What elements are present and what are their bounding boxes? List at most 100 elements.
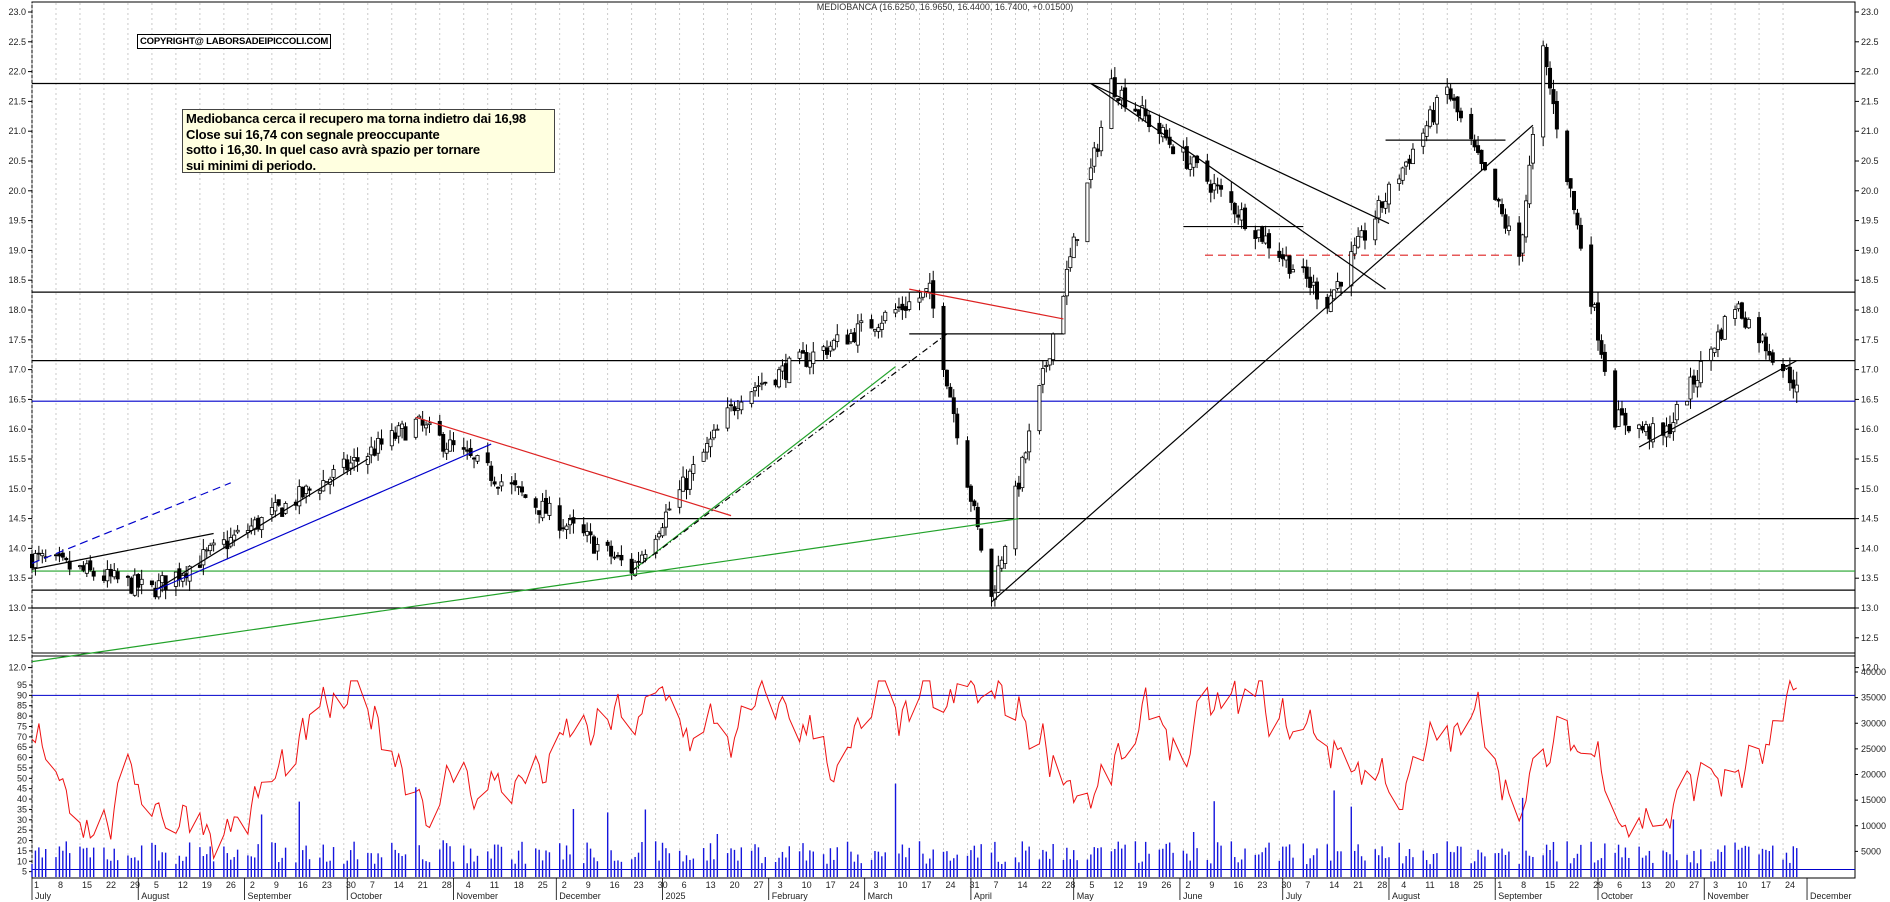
candle-body bbox=[975, 506, 980, 528]
candle-body bbox=[924, 288, 929, 292]
candle-body bbox=[1739, 302, 1744, 319]
candle-body bbox=[944, 369, 949, 387]
candle-body bbox=[1445, 86, 1450, 95]
candle-body bbox=[780, 365, 785, 372]
candle-body bbox=[1362, 230, 1367, 241]
candle-body bbox=[1589, 244, 1594, 307]
candle-body bbox=[1575, 212, 1580, 226]
price-tick-label-left: 14.0 bbox=[8, 543, 26, 553]
candle-body bbox=[1376, 200, 1381, 219]
candle-body bbox=[1595, 302, 1600, 341]
candle-body bbox=[57, 553, 62, 557]
x-day-label: 16 bbox=[1233, 880, 1243, 890]
candle-body bbox=[139, 578, 144, 585]
x-day-label: 15 bbox=[1545, 880, 1555, 890]
price-tick-label-right: 17.0 bbox=[1861, 365, 1879, 375]
x-day-label: 4 bbox=[466, 880, 471, 890]
price-tick-label-right: 14.0 bbox=[1861, 543, 1879, 553]
candle-body bbox=[1787, 366, 1792, 384]
candle-body bbox=[1037, 385, 1042, 432]
price-tick-label-right: 23.0 bbox=[1861, 7, 1879, 17]
candle-body bbox=[1092, 147, 1097, 167]
candle-body bbox=[1578, 224, 1583, 249]
x-day-label: 11 bbox=[1425, 880, 1434, 890]
x-month-label: August bbox=[141, 891, 170, 901]
candle-body bbox=[715, 428, 720, 431]
volume-tick-label: 30000 bbox=[1861, 718, 1886, 728]
candle-body bbox=[352, 457, 357, 461]
candle-body bbox=[701, 451, 706, 462]
price-tick-label-left: 12.0 bbox=[8, 663, 26, 673]
candle-body bbox=[513, 480, 518, 486]
candle-body bbox=[1736, 303, 1741, 310]
price-tick-label-right: 22.0 bbox=[1861, 67, 1879, 77]
candle-body bbox=[365, 456, 370, 465]
candle-body bbox=[729, 404, 734, 407]
x-month-label: 2025 bbox=[666, 891, 686, 901]
candle-body bbox=[1263, 235, 1268, 244]
candle-body bbox=[1517, 222, 1522, 257]
x-day-label: 17 bbox=[922, 880, 932, 890]
trendline-blue-dashed bbox=[31, 482, 231, 564]
candle-body bbox=[1147, 114, 1152, 128]
candle-body bbox=[400, 423, 405, 429]
x-day-label: 19 bbox=[202, 880, 212, 890]
candle-body bbox=[1277, 250, 1282, 258]
candle-body bbox=[941, 305, 946, 371]
price-tick-label-left: 21.0 bbox=[8, 126, 26, 136]
candle-body bbox=[883, 311, 888, 322]
x-day-label: 12 bbox=[1113, 880, 1123, 890]
x-day-label: 8 bbox=[1521, 880, 1526, 890]
volume-tick-label: 15000 bbox=[1861, 795, 1886, 805]
candle-body bbox=[1338, 281, 1343, 287]
candle-body bbox=[461, 447, 466, 450]
x-month-label: July bbox=[1286, 891, 1303, 901]
candle-body bbox=[1164, 129, 1169, 139]
candle-body bbox=[269, 507, 274, 515]
price-tick-label-left: 16.5 bbox=[8, 394, 26, 404]
candle-body bbox=[537, 510, 542, 515]
candle-body bbox=[472, 457, 477, 460]
candle-body bbox=[129, 577, 134, 594]
x-day-label: 27 bbox=[754, 880, 764, 890]
candle-body bbox=[187, 565, 192, 582]
candle-body bbox=[1434, 97, 1439, 125]
candle-body bbox=[920, 291, 925, 298]
candle-body bbox=[101, 575, 106, 581]
candle-body bbox=[160, 575, 165, 584]
x-day-label: 22 bbox=[106, 880, 116, 890]
candle-body bbox=[773, 379, 778, 386]
x-day-label: 10 bbox=[1737, 880, 1747, 890]
price-tick-label-right: 12.5 bbox=[1861, 633, 1879, 643]
candle-body bbox=[1544, 47, 1549, 68]
candle-body bbox=[132, 574, 137, 596]
candle-body bbox=[232, 534, 237, 541]
x-day-label: 14 bbox=[1017, 880, 1027, 890]
candle-body bbox=[1506, 225, 1511, 231]
candle-body bbox=[591, 536, 596, 554]
candle-body bbox=[615, 554, 620, 557]
x-day-label: 19 bbox=[1137, 880, 1147, 890]
trendline-red-2 bbox=[909, 288, 1064, 320]
trendline-green-long bbox=[31, 518, 1019, 663]
candle-body bbox=[441, 434, 446, 452]
candle-body bbox=[1123, 87, 1128, 108]
candle-body bbox=[1493, 168, 1498, 200]
x-day-label: 21 bbox=[418, 880, 428, 890]
volume-tick-label: 35000 bbox=[1861, 693, 1886, 703]
candle-body bbox=[540, 500, 545, 519]
x-day-label: 2 bbox=[1185, 880, 1190, 890]
candle-body bbox=[1763, 336, 1768, 352]
candle-body bbox=[735, 407, 740, 411]
candle-body bbox=[1599, 340, 1604, 355]
candle-body bbox=[509, 482, 514, 485]
candle-body bbox=[663, 511, 668, 528]
price-tick-label-right: 12.0 bbox=[1861, 663, 1879, 673]
x-day-label: 18 bbox=[514, 880, 524, 890]
price-tick-label-right: 18.0 bbox=[1861, 305, 1879, 315]
osc-tick-label: 15 bbox=[17, 846, 27, 856]
candle-body bbox=[828, 345, 833, 352]
candle-body bbox=[547, 502, 552, 516]
candle-body bbox=[972, 500, 977, 507]
